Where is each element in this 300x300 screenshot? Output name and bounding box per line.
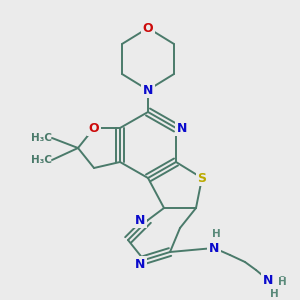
Text: H₃C: H₃C	[31, 155, 52, 165]
Text: H: H	[270, 289, 278, 299]
Text: N: N	[209, 242, 219, 254]
Text: –: –	[280, 271, 284, 281]
Text: N: N	[177, 122, 187, 134]
Text: H: H	[212, 229, 220, 239]
Text: N: N	[143, 83, 153, 97]
Text: H₃C: H₃C	[31, 133, 52, 143]
Text: N: N	[135, 214, 145, 226]
Text: O: O	[143, 22, 153, 34]
Text: H: H	[278, 277, 286, 287]
Text: N: N	[263, 274, 273, 286]
Text: O: O	[89, 122, 99, 134]
Text: N: N	[135, 257, 145, 271]
Text: S: S	[197, 172, 206, 184]
